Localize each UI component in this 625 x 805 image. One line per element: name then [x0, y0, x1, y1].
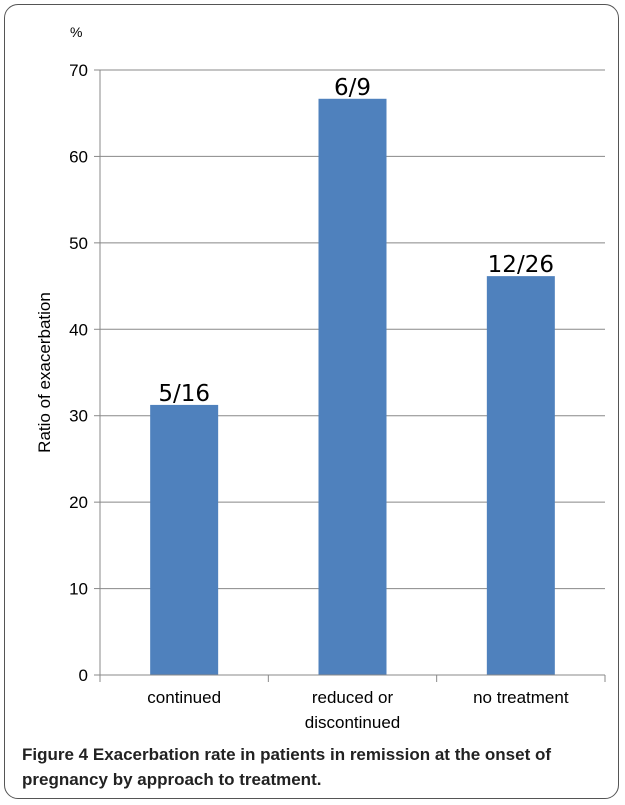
x-tick-label: continued — [147, 688, 221, 707]
figure-number: Figure 4 — [22, 745, 89, 764]
x-tick-label: reduced or discontinued — [305, 688, 400, 732]
y-tick-label: 40 — [69, 320, 88, 339]
caption-text: Exacerbation rate in patients in remissi… — [22, 745, 552, 789]
y-tick-label: 30 — [69, 407, 88, 426]
y-unit-label: % — [70, 24, 82, 40]
y-tick-label: 60 — [69, 147, 88, 166]
y-tick-label: 70 — [69, 61, 88, 80]
bar — [318, 98, 387, 676]
data-label: 5/16 — [158, 381, 210, 407]
category-labels: continued reduced or discontinued no treatm… — [147, 688, 569, 732]
data-label: 12/26 — [488, 252, 554, 278]
bar — [486, 276, 555, 675]
figure-caption: Figure 4 Exacerbation rate in patients i… — [22, 742, 612, 792]
y-tick-label: 0 — [79, 666, 88, 685]
y-tick-label: 20 — [69, 493, 88, 512]
bar — [150, 404, 219, 675]
y-tick-label: 10 — [69, 580, 88, 599]
y-axis-title: Ratio of exacerbation — [35, 292, 54, 453]
data-labels: 5/16 6/9 12/26 — [158, 75, 554, 407]
y-tick-labels: 0 10 20 30 40 50 60 70 — [69, 61, 88, 685]
axes — [99, 70, 606, 682]
bar-chart: 0 10 20 30 40 50 60 70 continued reduced or disco… — [35, 24, 606, 732]
bars — [150, 98, 555, 676]
x-tick-label: no treatment — [473, 688, 569, 707]
data-label: 6/9 — [334, 75, 371, 101]
y-tick-label: 50 — [69, 234, 88, 253]
